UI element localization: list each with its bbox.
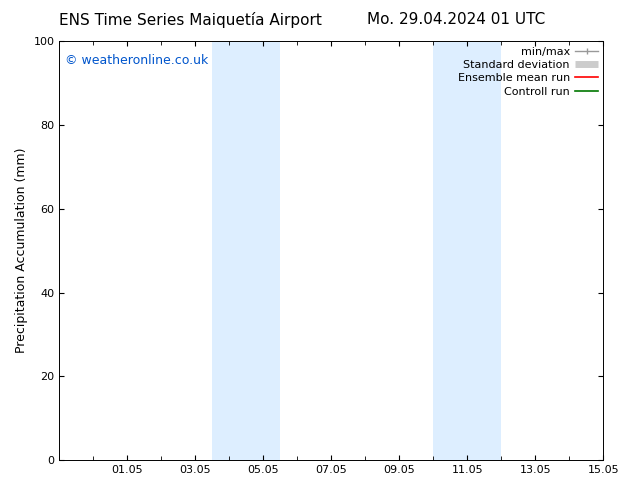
Y-axis label: Precipitation Accumulation (mm): Precipitation Accumulation (mm) xyxy=(15,148,28,353)
Bar xyxy=(433,41,501,460)
Legend: min/max, Standard deviation, Ensemble mean run, Controll run: min/max, Standard deviation, Ensemble me… xyxy=(458,47,598,97)
Text: © weatheronline.co.uk: © weatheronline.co.uk xyxy=(65,53,208,67)
Text: ENS Time Series Maiquetía Airport: ENS Time Series Maiquetía Airport xyxy=(59,12,321,28)
Bar xyxy=(212,41,280,460)
Text: Mo. 29.04.2024 01 UTC: Mo. 29.04.2024 01 UTC xyxy=(367,12,546,27)
